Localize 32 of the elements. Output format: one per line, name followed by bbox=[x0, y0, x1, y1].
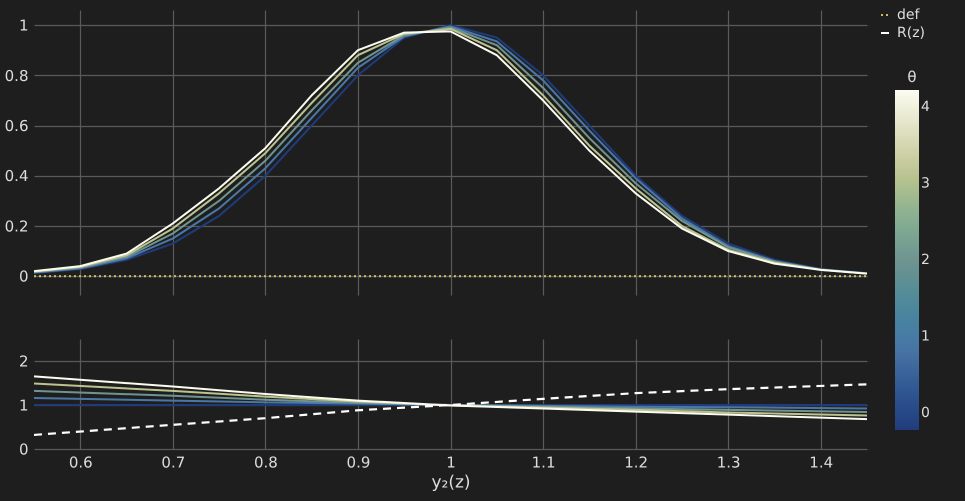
color-bar-label: 3 bbox=[921, 175, 930, 192]
x-tick-label: 1 bbox=[446, 454, 456, 472]
y-tick-label: 0 bbox=[18, 440, 28, 458]
y-tick-label: 0 bbox=[18, 268, 28, 286]
text: R(z) bbox=[897, 25, 925, 41]
x-tick-label: 1.3 bbox=[716, 454, 741, 472]
color-bar-label: 4 bbox=[921, 98, 930, 115]
y-tick-label: 0.8 bbox=[4, 66, 28, 85]
x-tick-label: 1.4 bbox=[809, 454, 834, 472]
legend-label: def bbox=[897, 7, 920, 23]
y-tick-label: 1 bbox=[18, 396, 28, 414]
line-series bbox=[34, 382, 867, 417]
x-tick-label: 1.1 bbox=[532, 454, 556, 472]
x-tick-label: 0.8 bbox=[254, 454, 278, 472]
line-series bbox=[34, 396, 867, 410]
y-tick-label: 0.2 bbox=[4, 217, 28, 236]
color-bar-label: 2 bbox=[921, 252, 930, 268]
color-bar-label: 1 bbox=[921, 328, 930, 345]
line-series bbox=[34, 390, 867, 414]
line-series bbox=[34, 383, 867, 436]
x-tick-label: 0.6 bbox=[68, 454, 93, 472]
y-tick-label: 0.4 bbox=[4, 167, 28, 186]
y-tick-label: 1 bbox=[18, 16, 28, 35]
y-tick-label: 0.6 bbox=[4, 117, 28, 136]
color-bar-title: θ bbox=[907, 68, 917, 86]
color-bar-label: 0 bbox=[921, 405, 930, 422]
x-tick-label: 0.9 bbox=[346, 454, 370, 472]
x-tick-label: 1.2 bbox=[624, 454, 648, 472]
x-tick-label: 0.7 bbox=[161, 454, 186, 472]
x-axis-title: y₂(z) bbox=[431, 472, 471, 492]
y-tick-label: 2 bbox=[18, 352, 28, 370]
line-series bbox=[34, 375, 867, 420]
